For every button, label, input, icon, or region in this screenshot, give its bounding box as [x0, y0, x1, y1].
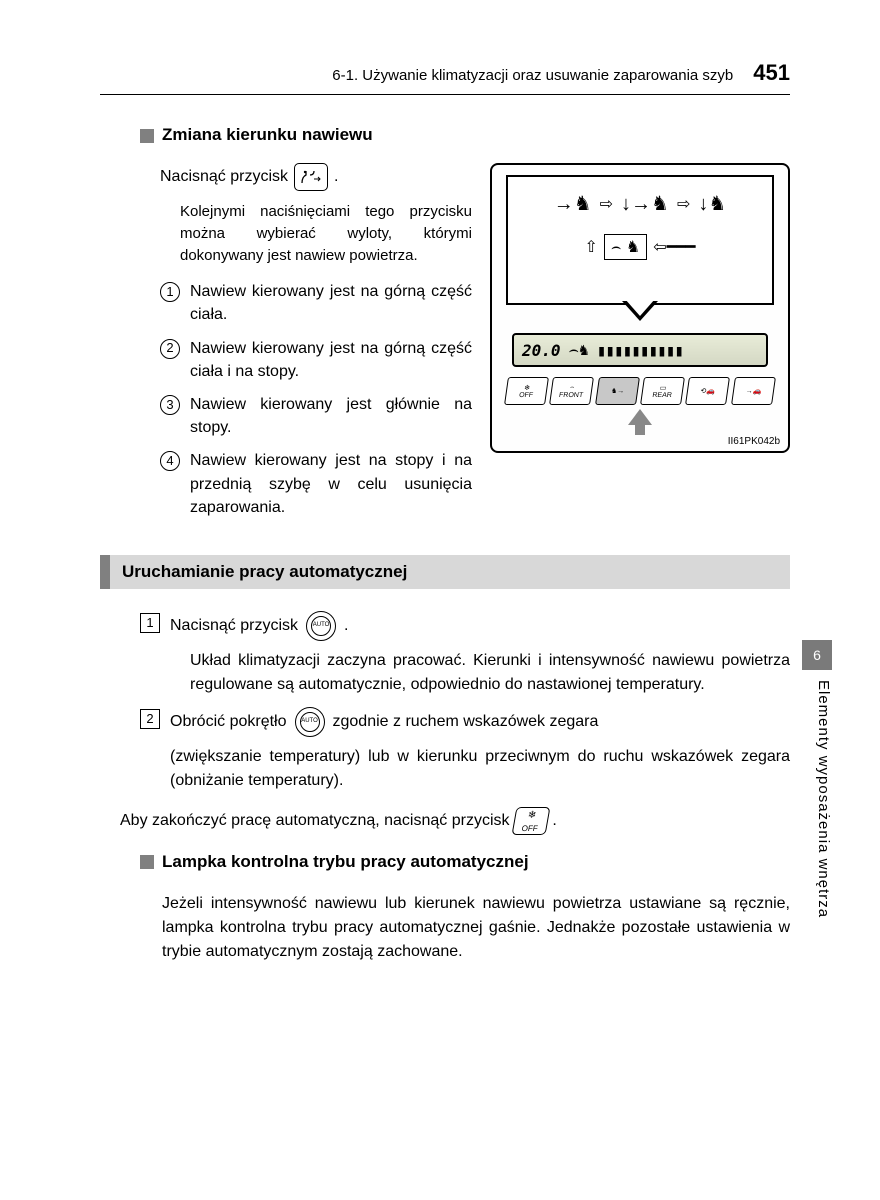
chapter-label: 6-1. Używanie klimatyzacji oraz usuwanie…: [332, 67, 733, 84]
figure-caption: II61PK042b: [728, 436, 780, 447]
step-1: 1 Nacisnąć przycisk AUTO . Układ klimaty…: [140, 611, 790, 697]
section-airflow-title: Zmiana kierunku nawiewu: [140, 125, 790, 145]
press-description: Kolejnymi naciśnięciami tego przycisku m…: [180, 201, 472, 266]
airflow-text-column: Nacisnąć przycisk . Kolejnymi naciśnięci…: [160, 163, 472, 529]
auto-mode-content: 1 Nacisnąć przycisk AUTO . Układ klimaty…: [140, 611, 790, 965]
indicator-lamp-body: Jeżeli intensywność nawiewu lub kierunek…: [162, 892, 790, 964]
pointer-arrow-icon: [628, 409, 652, 425]
rear-defrost-button: ▭REAR: [640, 377, 685, 405]
boxed-number-icon: 1: [140, 613, 160, 633]
control-button-row: ❄OFF ⌢FRONT ♞→ ▭REAR ⟲🚗 →🚗: [506, 377, 774, 405]
end-auto-line: Aby zakończyć pracę automatyczną, nacisn…: [120, 807, 790, 835]
list-item: 2Nawiew kierowany jest na górną część ci…: [160, 337, 472, 383]
arrow-right-icon: ⇨: [600, 194, 613, 214]
climate-panel-diagram: →♞ ⇨ ↓→♞ ⇨ ↓♞ ⇧ ⌢ ♞ ⇦━━━ 20.0 ⌢♞: [490, 163, 790, 453]
list-item: 4Nawiew kierowany jest na stopy i na prz…: [160, 449, 472, 519]
manual-page: 6-1. Używanie klimatyzacji oraz usuwanie…: [0, 0, 880, 1024]
square-marker-icon: [140, 855, 154, 869]
list-item: 3Nawiew kierowany jest głów­nie na stopy…: [160, 393, 472, 439]
mode-button-icon: [294, 163, 328, 191]
step-2: 2 Obrócić pokrętło AUTO zgodnie z ruchem…: [140, 707, 790, 793]
circled-number-icon: 4: [160, 451, 180, 471]
circled-number-icon: 1: [160, 282, 180, 302]
chapter-tab: 6: [802, 640, 832, 670]
floor-vent-icon: ↓♞: [698, 191, 726, 216]
mode-bubble: →♞ ⇨ ↓→♞ ⇨ ↓♞ ⇧ ⌢ ♞ ⇦━━━: [506, 175, 774, 305]
list-item: 1Nawiew kierowany jest na górną część ci…: [160, 280, 472, 326]
boxed-number-icon: 2: [140, 709, 160, 729]
page-number: 451: [753, 60, 790, 86]
face-vent-icon: →♞: [554, 191, 592, 216]
circled-number-icon: 2: [160, 339, 180, 359]
bubble-tail-icon: [622, 301, 658, 321]
arrow-up-icon: ⇧: [584, 237, 597, 257]
recirculate-button: ⟲🚗: [685, 377, 730, 405]
lcd-mode-icon: ⌢♞: [569, 340, 589, 360]
indicator-lamp-title: Lampka kontrolna trybu pracy automatyczn…: [140, 849, 790, 875]
circled-number-icon: 3: [160, 395, 180, 415]
front-defrost-button: ⌢FRONT: [549, 377, 594, 405]
airflow-figure: →♞ ⇨ ↓→♞ ⇨ ↓♞ ⇧ ⌢ ♞ ⇦━━━ 20.0 ⌢♞: [490, 163, 790, 529]
press-instruction: Nacisnąć przycisk .: [160, 163, 472, 191]
lcd-temperature: 20.0: [522, 341, 561, 360]
bilevel-vent-icon: ↓→♞: [621, 191, 669, 216]
defrost-floor-icon: ⌢ ♞: [604, 234, 647, 260]
auto-dial-icon: AUTO: [306, 611, 336, 641]
step-2-rest: (zwiększanie temperatury) lub w kierunku…: [170, 745, 790, 793]
page-header: 6-1. Używanie klimatyzacji oraz usuwanie…: [100, 60, 790, 95]
mode-sequence: →♞ ⇨ ↓→♞ ⇨ ↓♞: [508, 191, 772, 216]
auto-dial-icon: AUTO: [295, 707, 325, 737]
off-button-icon: ❄OFF: [511, 807, 550, 835]
airflow-mode-list: 1Nawiew kierowany jest na górną część ci…: [160, 280, 472, 519]
square-marker-icon: [140, 129, 154, 143]
airflow-content: Nacisnąć przycisk . Kolejnymi naciśnięci…: [160, 163, 790, 529]
mode-button-highlighted: ♞→: [595, 377, 640, 405]
lcd-fan-bars: ▮▮▮▮▮▮▮▮▮▮: [597, 341, 758, 360]
chapter-side-label: Elementy wyposażenia wnętrza: [815, 680, 832, 918]
arrow-right-icon: ⇨: [677, 194, 690, 214]
step-1-description: Układ klimatyzacji zaczyna pracować. Kie…: [190, 649, 790, 697]
cycle-row: ⇧ ⌢ ♞ ⇦━━━: [508, 234, 772, 260]
auto-mode-heading: Uruchamianie pracy automatycznej: [100, 555, 790, 589]
off-button: ❄OFF: [504, 377, 549, 405]
fresh-air-button: →🚗: [731, 377, 776, 405]
arrow-left-icon: ⇦━━━: [653, 237, 695, 257]
lcd-display: 20.0 ⌢♞ ▮▮▮▮▮▮▮▮▮▮: [512, 333, 768, 367]
